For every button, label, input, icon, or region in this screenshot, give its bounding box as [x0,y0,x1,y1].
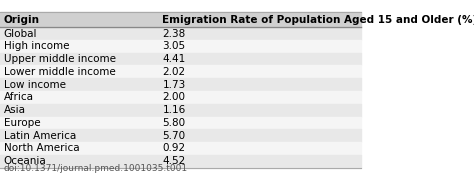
Bar [0,53,361,65]
Text: 2.38: 2.38 [163,29,186,38]
Text: North America: North America [4,144,79,153]
Bar [0,91,361,104]
Text: 2.02: 2.02 [163,67,185,77]
Bar [0,27,361,40]
Text: Africa: Africa [4,92,34,102]
Text: 2.00: 2.00 [163,92,185,102]
Bar [0,65,361,78]
Text: 5.70: 5.70 [163,131,185,141]
Text: Global: Global [4,29,37,38]
Text: Emigration Rate of Population Aged 15 and Older (%): Emigration Rate of Population Aged 15 an… [163,15,474,25]
Text: 4.41: 4.41 [163,54,186,64]
Text: Origin: Origin [4,15,40,25]
Text: Low income: Low income [4,80,65,90]
Text: 3.05: 3.05 [163,41,185,51]
Text: 1.73: 1.73 [163,80,186,90]
Text: 5.80: 5.80 [163,118,185,128]
Text: Asia: Asia [4,105,26,115]
Text: Upper middle income: Upper middle income [4,54,116,64]
Text: High income: High income [4,41,69,51]
Text: 4.52: 4.52 [163,156,186,166]
Bar [0,104,361,117]
Text: doi:10.1371/journal.pmed.1001035.t001: doi:10.1371/journal.pmed.1001035.t001 [4,164,188,173]
Bar [0,78,361,91]
Text: Lower middle income: Lower middle income [4,67,115,77]
Text: 0.92: 0.92 [163,144,185,153]
Text: Latin America: Latin America [4,131,76,141]
Text: Oceania: Oceania [4,156,46,166]
Bar [0,142,361,155]
Text: Europe: Europe [4,118,40,128]
Bar [0,129,361,142]
Bar [0,12,361,27]
Bar [0,155,361,168]
Bar [0,40,361,53]
Text: 1.16: 1.16 [163,105,186,115]
Bar [0,117,361,129]
